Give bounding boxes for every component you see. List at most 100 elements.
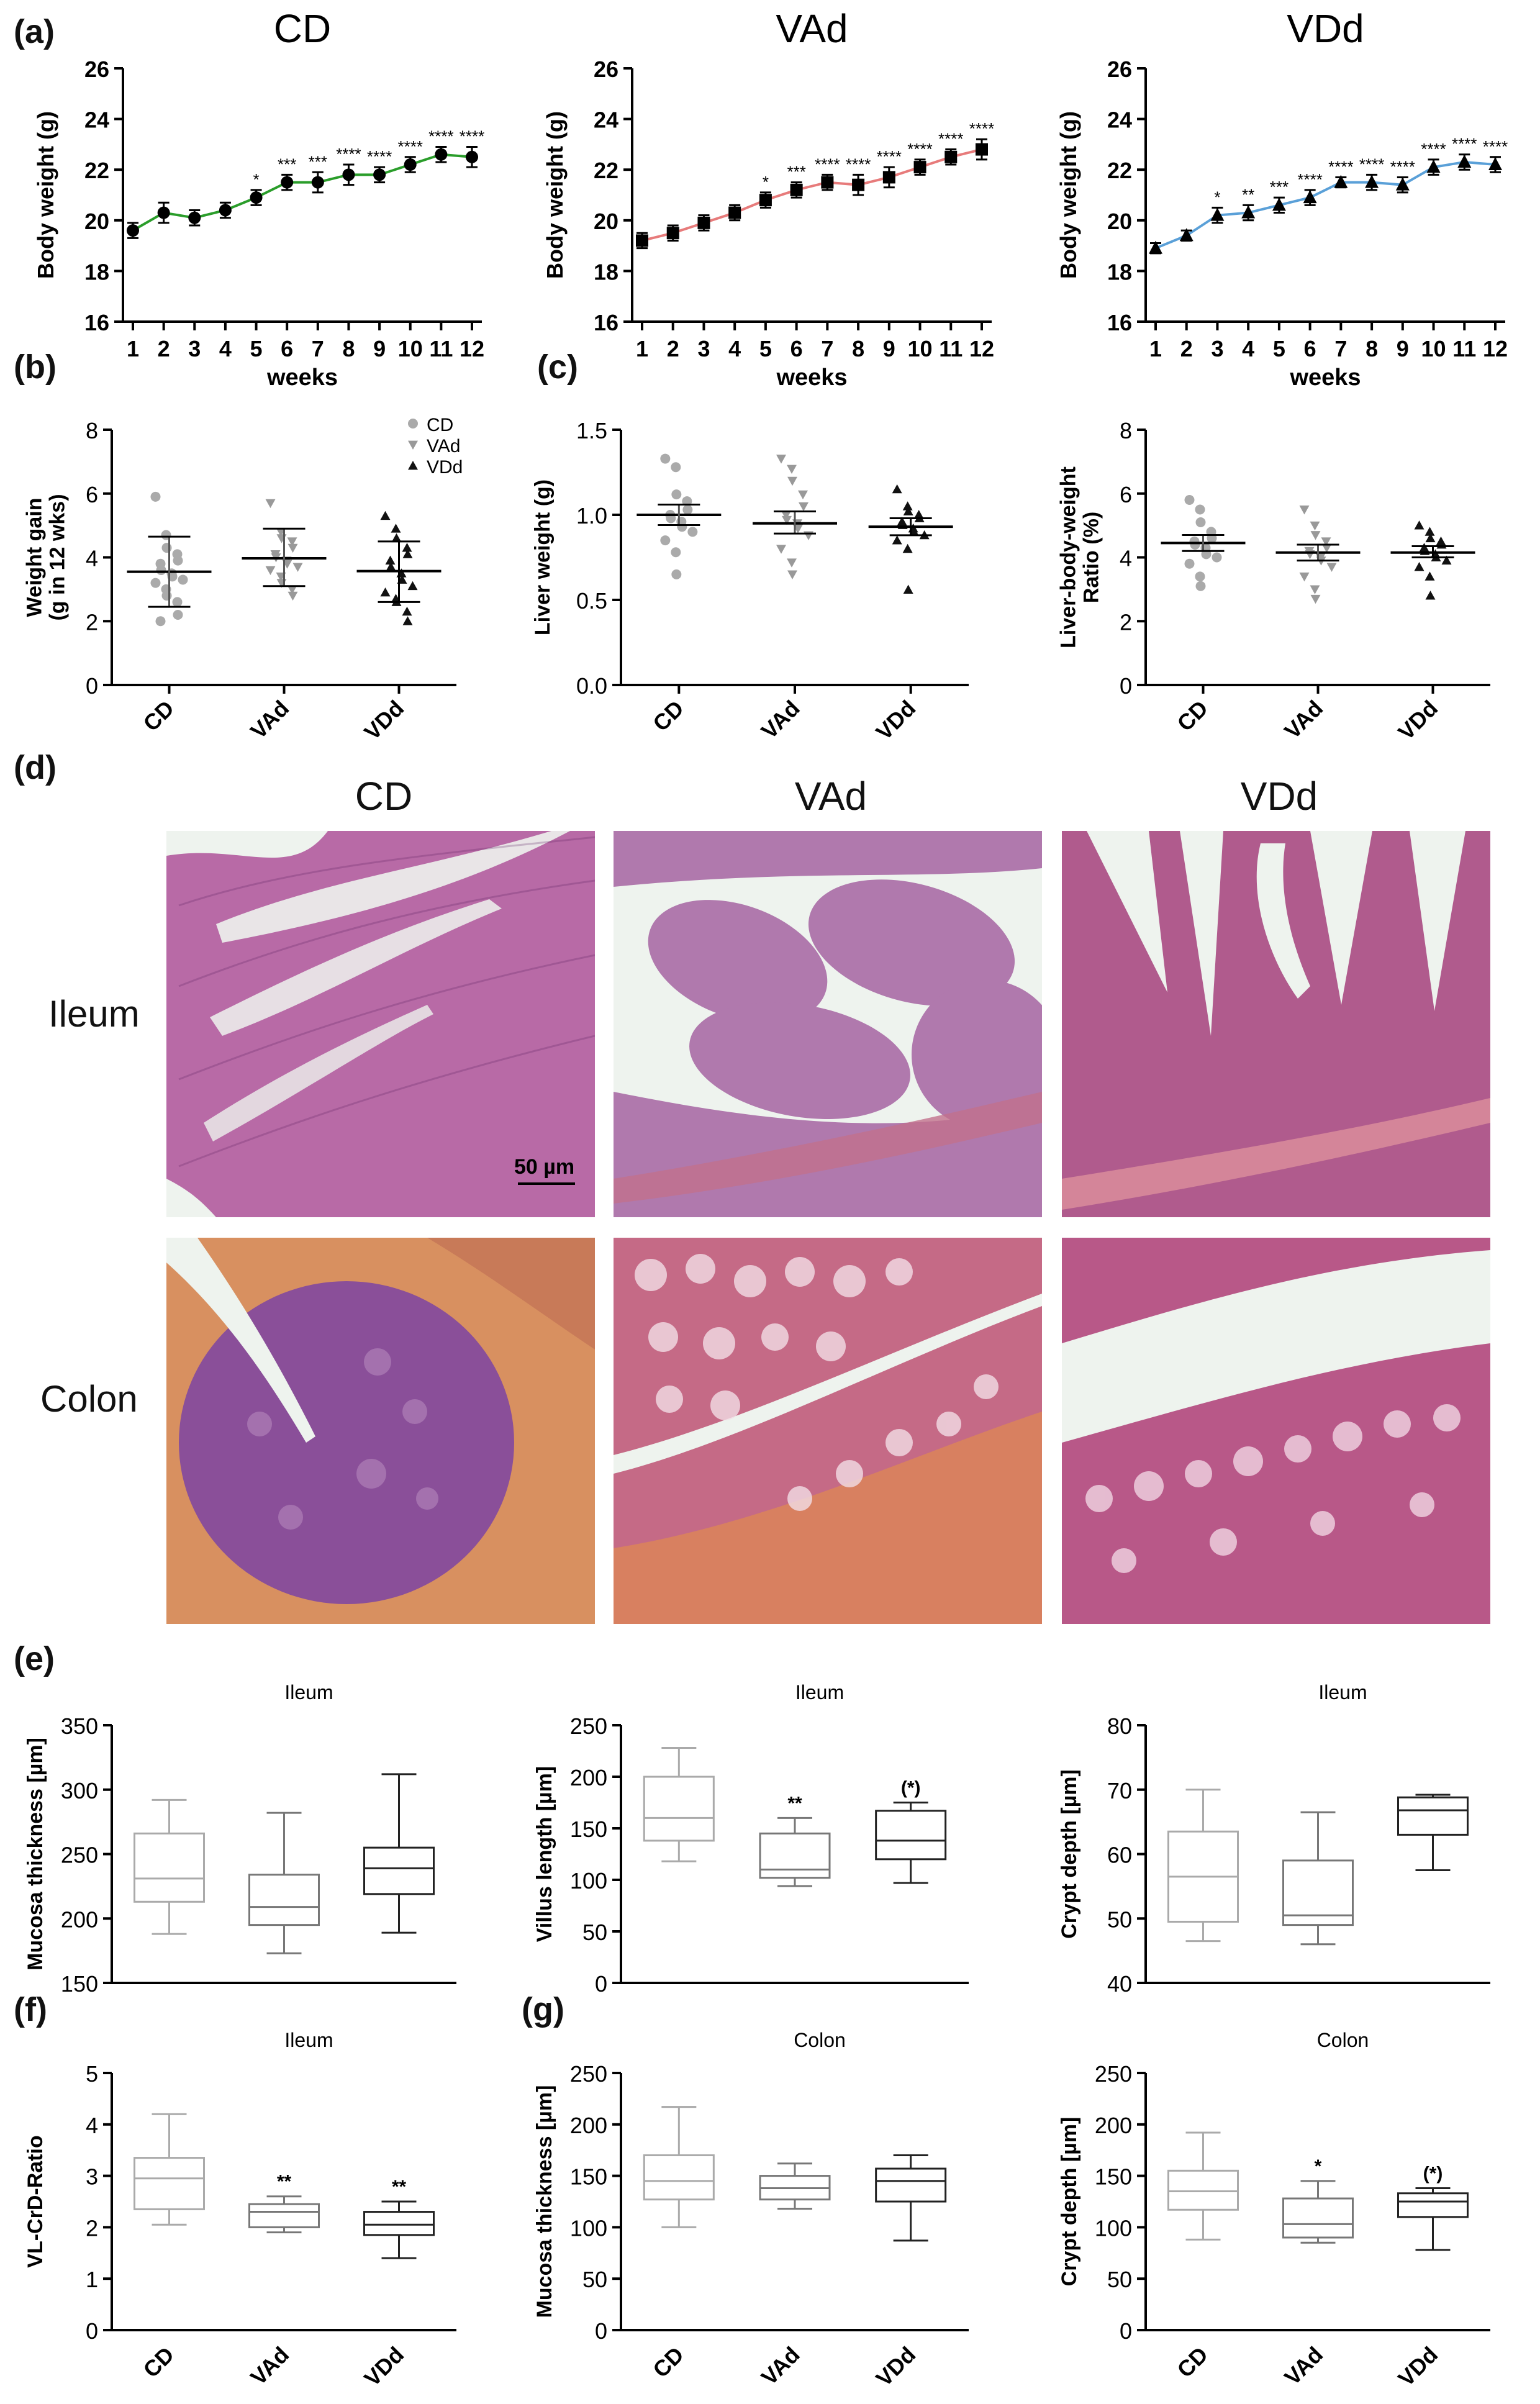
y-tick-label: 1.0 xyxy=(576,503,607,528)
panel-label-a: (a) xyxy=(14,13,55,50)
data-point xyxy=(150,491,161,502)
y-tick-label: 0.5 xyxy=(576,588,607,614)
data-point xyxy=(404,158,417,171)
histology-row-label-ileum: Ileum xyxy=(48,993,140,1035)
data-point xyxy=(265,499,276,509)
significance-label: **** xyxy=(969,119,994,138)
histology-row-label-colon: Colon xyxy=(40,1378,138,1420)
histology-image-ileum-vdd xyxy=(1062,831,1490,1217)
y-tick-label: 4 xyxy=(86,546,98,571)
scale-bar-label: 50 µm xyxy=(514,1155,575,1179)
y-tick-label: 0 xyxy=(1120,2318,1132,2344)
histology-image-colon-cd xyxy=(166,1238,595,1624)
data-point xyxy=(776,455,786,464)
significance-label: **** xyxy=(460,127,484,145)
box xyxy=(1397,2192,1469,2218)
data-point xyxy=(976,143,988,156)
panel-label-b: (b) xyxy=(14,348,57,386)
data-point xyxy=(787,476,797,486)
data-point xyxy=(902,501,913,510)
data-point xyxy=(281,176,294,189)
data-point xyxy=(1321,537,1331,547)
significance-label: **** xyxy=(1297,170,1322,189)
y-tick-label: 18 xyxy=(1107,259,1132,284)
y-tick-label: 8 xyxy=(1120,418,1132,443)
data-point xyxy=(157,206,170,219)
y-tick-label: 100 xyxy=(570,2215,607,2241)
x-tick-label: 7 xyxy=(821,336,833,361)
data-point xyxy=(1195,571,1205,582)
x-tick-label: VAd xyxy=(756,696,805,744)
box xyxy=(875,1810,947,1861)
x-tick-label: 12 xyxy=(1483,336,1508,361)
data-point xyxy=(776,545,786,554)
significance-label: **** xyxy=(1421,140,1446,158)
y-tick-label: 100 xyxy=(570,1868,607,1894)
x-tick-label: 1 xyxy=(636,336,648,361)
y-tick-label: 18 xyxy=(84,259,109,284)
x-tick-label: VAd xyxy=(1279,696,1328,744)
y-tick-label: 0 xyxy=(595,1971,607,1997)
scale-bar xyxy=(518,1182,575,1185)
data-point xyxy=(882,171,895,184)
y-tick-label: 20 xyxy=(1107,209,1132,234)
data-point xyxy=(697,216,710,229)
y-axis-title: Weight gain(g in 12 wks) xyxy=(22,494,69,620)
y-tick-label: 24 xyxy=(1107,107,1132,133)
box xyxy=(1282,1859,1354,1926)
y-tick-label: 20 xyxy=(84,209,109,234)
y-tick-label: 250 xyxy=(570,1713,607,1739)
x-tick-label: VDd xyxy=(359,2342,409,2392)
y-tick-label: 16 xyxy=(84,310,109,335)
data-point xyxy=(660,535,671,546)
significance-label: **** xyxy=(846,155,871,173)
data-point xyxy=(276,534,287,543)
x-tick-label: VDd xyxy=(871,2342,920,2392)
y-axis-title: Crypt depth [µm] xyxy=(1058,2117,1081,2287)
x-tick-label: VDd xyxy=(1393,2342,1443,2392)
panel-label-e: (e) xyxy=(14,1640,55,1677)
y-tick-label: 2 xyxy=(86,2215,98,2241)
x-tick-label: VAd xyxy=(245,2342,294,2390)
chart-e-mucosa: 150 200 250 300 350 Mucosa thickness [µm] Ileu… xyxy=(24,1681,456,1997)
data-point xyxy=(1321,543,1332,553)
significance-label: * xyxy=(1214,188,1220,206)
y-tick-label: 50 xyxy=(1107,1907,1132,1932)
y-axis-title: Body weight (g) xyxy=(33,111,58,279)
x-tick-label: 5 xyxy=(759,336,772,361)
significance-label: (*) xyxy=(1423,2163,1443,2184)
y-axis-title-line: Villus length [µm] xyxy=(533,1766,556,1942)
x-tick-label: 3 xyxy=(697,336,710,361)
box xyxy=(248,1874,320,1926)
y-axis-title: Villus length [µm] xyxy=(533,1766,556,1942)
data-point xyxy=(1334,175,1348,188)
y-tick-label: 300 xyxy=(61,1778,98,1803)
x-tick-label: VDd xyxy=(871,696,920,745)
x-tick-label: VAd xyxy=(245,696,294,744)
chart-e-crypt: 40 50 60 70 80 Crypt depth [µm] Ileum xyxy=(1058,1681,1490,1997)
x-tick-label: CD xyxy=(138,696,179,737)
significance-label: **** xyxy=(938,130,963,148)
data-point xyxy=(1184,558,1195,569)
data-point xyxy=(150,578,161,588)
y-axis-title-line: Body weight (g) xyxy=(33,111,58,279)
panel-label-g: (g) xyxy=(522,1991,564,2028)
significance-label: **** xyxy=(336,145,361,163)
x-tick-label: CD xyxy=(648,2342,689,2383)
x-tick-label: 6 xyxy=(1304,336,1316,361)
y-tick-label: 22 xyxy=(1107,158,1132,183)
data-point xyxy=(1425,533,1436,543)
significance-label: (*) xyxy=(901,1778,921,1798)
y-tick-label: 5 xyxy=(86,2061,98,2087)
data-point xyxy=(391,533,402,543)
y-tick-label: 4 xyxy=(1120,546,1132,571)
x-axis-title: weeks xyxy=(776,365,847,391)
significance-label: *** xyxy=(278,155,296,173)
chart-g-crypt: 0 50 100 150 200 250 Crypt depth [µm] Colon CD VA… xyxy=(1058,2029,1490,2392)
data-point xyxy=(1395,177,1410,191)
significance-label: **** xyxy=(877,147,902,166)
